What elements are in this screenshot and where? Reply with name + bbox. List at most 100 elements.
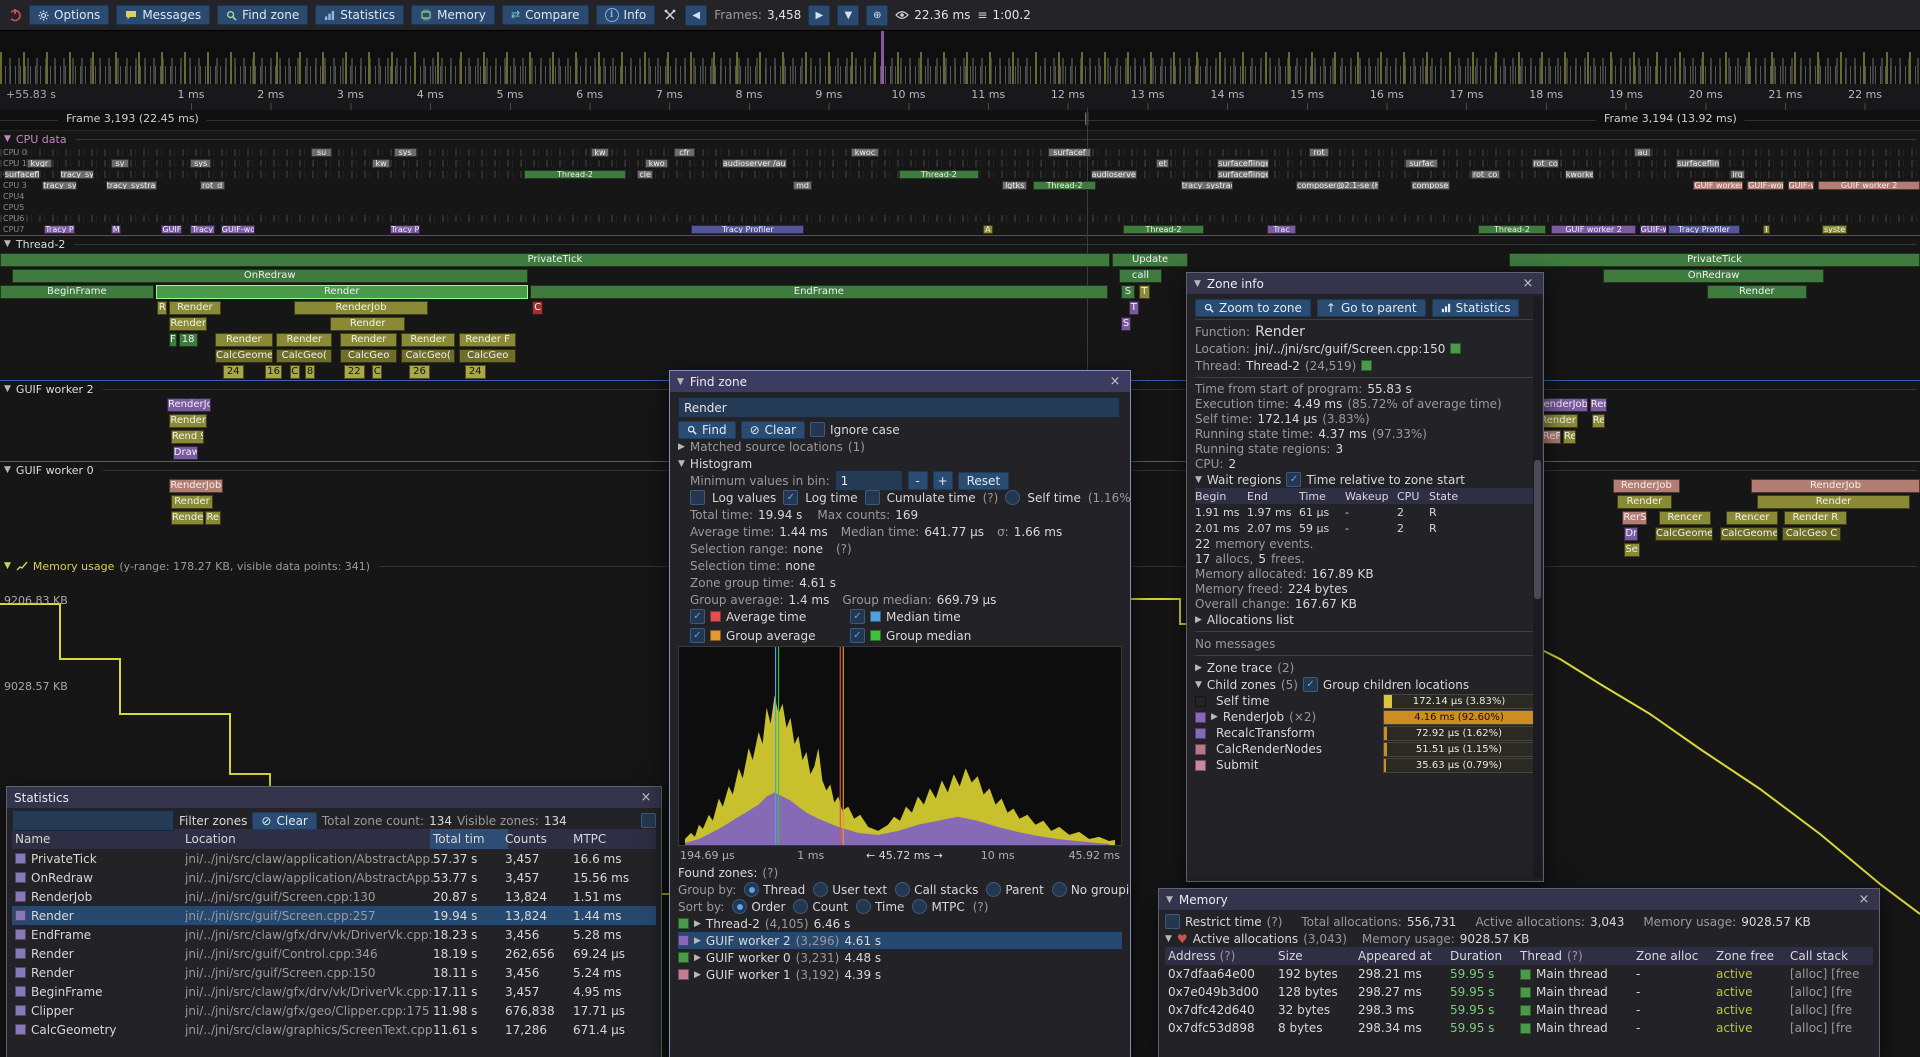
timeline-zone[interactable]: PrivateTick <box>1509 253 1920 267</box>
cpu-zone[interactable]: Tracy Profiler <box>1668 225 1740 234</box>
timeline-zone[interactable]: RenderJob <box>167 398 212 412</box>
frame-minimap[interactable] <box>0 30 1920 85</box>
wait-regions-table-header[interactable]: Begin End Time Wakeup CPU State <box>1195 488 1535 504</box>
cpu-zone[interactable]: Thread-2 <box>1032 181 1097 190</box>
memory-titlebar[interactable]: ▼ Memory × <box>1159 889 1879 910</box>
focus-button[interactable]: ⊕ <box>866 4 889 26</box>
statistics-table-header[interactable]: Name Location Total tim Counts MTPC <box>12 829 656 849</box>
cpu-zone[interactable]: et <box>1155 159 1170 168</box>
cpu-zone[interactable]: rot_co <box>1532 159 1560 168</box>
timeline-zone[interactable]: CalcGeo <box>458 349 517 363</box>
call-stack[interactable]: [alloc] [fre <box>1790 985 1853 999</box>
statistics-row[interactable]: RenderJob jni/../jni/src/guif/Screen.cpp… <box>12 887 656 906</box>
log-values-checkbox[interactable]: ✓ <box>690 490 705 505</box>
cpu-zone[interactable]: Tracy P <box>44 225 75 234</box>
timeline-zone[interactable]: Render <box>1616 495 1673 509</box>
timeline-zone[interactable]: RenderJob <box>168 479 223 493</box>
timeline-zone[interactable]: Render <box>339 333 398 347</box>
legend-item[interactable]: ✓ Group average <box>690 627 850 644</box>
collapse-triangle-icon[interactable]: ▶ <box>694 969 701 980</box>
cpu-zone[interactable]: GUIF-w <box>1787 181 1815 190</box>
cpu-zone[interactable]: Tracy Profiler <box>691 225 805 234</box>
timeline-zone[interactable]: Render <box>168 414 208 428</box>
allocation-row[interactable]: 0x7dfc53d898 8 bytes 298.34 ms 59.95 s M… <box>1165 1019 1873 1037</box>
timeline-zone[interactable]: Rel <box>1562 430 1577 444</box>
collapse-triangle-icon[interactable]: ▼ <box>4 384 11 394</box>
go-to-parent-button[interactable]: ↑ Go to parent <box>1316 298 1426 317</box>
timeline-zone[interactable]: S <box>1121 285 1135 299</box>
allocation-row[interactable]: 0x7dfc42d640 32 bytes 298.3 ms 59.95 s M… <box>1165 1001 1873 1019</box>
group-children-checkbox[interactable]: ✓ <box>1302 677 1318 692</box>
allocations-table-header[interactable]: Address (?) Size Appeared at Duration Th… <box>1165 947 1873 965</box>
timeline-zone[interactable]: PrivateTick <box>0 253 1110 267</box>
ignore-case-checkbox[interactable]: ✓ <box>810 422 826 437</box>
timeline-zone[interactable]: call <box>1119 269 1162 283</box>
cpu-zone[interactable]: rot <box>1309 148 1329 157</box>
statistics-row[interactable]: Render jni/../jni/src/guif/Control.cpp:3… <box>12 944 656 963</box>
timeline-zone[interactable]: CalcGeome: <box>1655 527 1713 541</box>
statistics-row[interactable]: Render jni/../jni/src/guif/Screen.cpp:15… <box>12 963 656 982</box>
call-stack[interactable]: [alloc] [fre <box>1790 1003 1853 1017</box>
legend-checkbox[interactable]: ✓ <box>850 628 865 643</box>
cpu-zone[interactable]: GUIF-w <box>1639 225 1667 234</box>
histogram-section-header[interactable]: ▼ Histogram <box>678 456 753 471</box>
close-icon[interactable]: × <box>640 790 652 805</box>
legend-checkbox[interactable]: ✓ <box>850 609 865 624</box>
cpu-zone[interactable]: Tracy P <box>389 225 421 234</box>
cpu-zone[interactable]: GUIF <box>161 225 183 234</box>
scrollbar-thumb[interactable] <box>1534 459 1541 600</box>
power-button[interactable] <box>8 8 22 22</box>
cpu-zone[interactable]: Thread-2 <box>898 170 980 179</box>
timeline-zone[interactable]: OnRedraw <box>1603 269 1824 283</box>
cpu-zone[interactable]: sys <box>190 159 212 168</box>
timeline-zone[interactable]: Update <box>1111 253 1189 267</box>
self-time-radio[interactable] <box>1005 490 1021 505</box>
timeline-zone[interactable]: Render <box>276 333 333 347</box>
increment-button[interactable]: + <box>932 471 953 490</box>
statistics-row[interactable]: PrivateTick jni/../jni/src/claw/applicat… <box>12 849 656 868</box>
thread-header[interactable]: ▼ Thread-2 <box>0 236 1920 252</box>
close-icon[interactable]: × <box>1522 276 1534 291</box>
timeline-zone[interactable]: Dra <box>1624 527 1638 541</box>
timeline-zone[interactable]: Sel <box>1624 543 1640 557</box>
cpu-zone[interactable]: I <box>1762 225 1771 234</box>
timeline-zone[interactable]: CalcGeo <box>339 349 398 363</box>
child-zone-row[interactable]: Self time 172.14 µs (3.83%) <box>1195 693 1535 709</box>
compare-button[interactable]: ⇄ Compare <box>501 5 589 25</box>
cpu-row[interactable]: CPU 2 surfacefl tracy_sys Thread-2 cle <box>0 169 1920 180</box>
cpu-zone[interactable]: sy <box>111 159 129 168</box>
cpu-zone[interactable]: composer@2.1-se (HW <box>1296 181 1379 190</box>
timeline-zone[interactable]: Rencer <box>1658 511 1711 525</box>
group-by-option[interactable]: No groupi <box>1051 881 1129 898</box>
group-by-option[interactable]: Call stacks <box>895 881 978 898</box>
frames-row[interactable]: Frame 3,193 (22.45 ms) Frame 3,194 (13.9… <box>0 110 1920 131</box>
time-relative-checkbox[interactable]: ✓ <box>1286 472 1302 487</box>
timeline-zone[interactable]: Draw <box>172 446 198 460</box>
col-counts[interactable]: Counts <box>505 832 547 846</box>
timeline-zone[interactable]: 26 <box>408 365 431 379</box>
sort-by-option[interactable]: Time <box>856 898 904 915</box>
sort-by-option[interactable]: MTPC <box>912 898 965 915</box>
call-stack[interactable]: [alloc] [fre <box>1790 1021 1853 1035</box>
timeline-zone[interactable]: ReFF <box>1541 430 1561 444</box>
cpu-row[interactable]: CPU 1 kvgr sy sys kw <box>0 158 1920 169</box>
timeline-zone[interactable]: C <box>289 365 300 379</box>
cpu-data-header[interactable]: ▼ CPU data <box>0 131 1920 147</box>
prev-frame-button[interactable]: ◀ <box>685 4 708 26</box>
timeline-zone[interactable]: T <box>1128 301 1139 315</box>
zone-info-titlebar[interactable]: ▼ Zone info × <box>1187 273 1543 294</box>
cpu-zone[interactable]: kw <box>591 148 609 157</box>
cpu-zone[interactable]: M <box>111 225 121 234</box>
sort-by-option[interactable]: Order <box>732 898 785 915</box>
find-button[interactable]: Find <box>678 420 736 439</box>
messages-button[interactable]: Messages <box>116 5 211 25</box>
scrollbar[interactable] <box>1533 297 1542 878</box>
cpu-zone[interactable]: kw <box>372 159 390 168</box>
found-zone-group[interactable]: ▶ GUIF worker 1 (3,192) 4.39 s <box>678 966 1122 983</box>
timeline-zone[interactable]: Render <box>401 333 456 347</box>
timeline-zone[interactable]: Render <box>170 495 214 509</box>
child-zone-row[interactable]: CalcRenderNodes 51.51 µs (1.15%) <box>1195 741 1535 757</box>
collapse-triangle-icon[interactable]: ▶ <box>694 918 701 929</box>
cpu-zone[interactable]: tracy_sys <box>59 170 95 179</box>
limit-view-checkbox[interactable]: ✓ <box>641 813 656 828</box>
